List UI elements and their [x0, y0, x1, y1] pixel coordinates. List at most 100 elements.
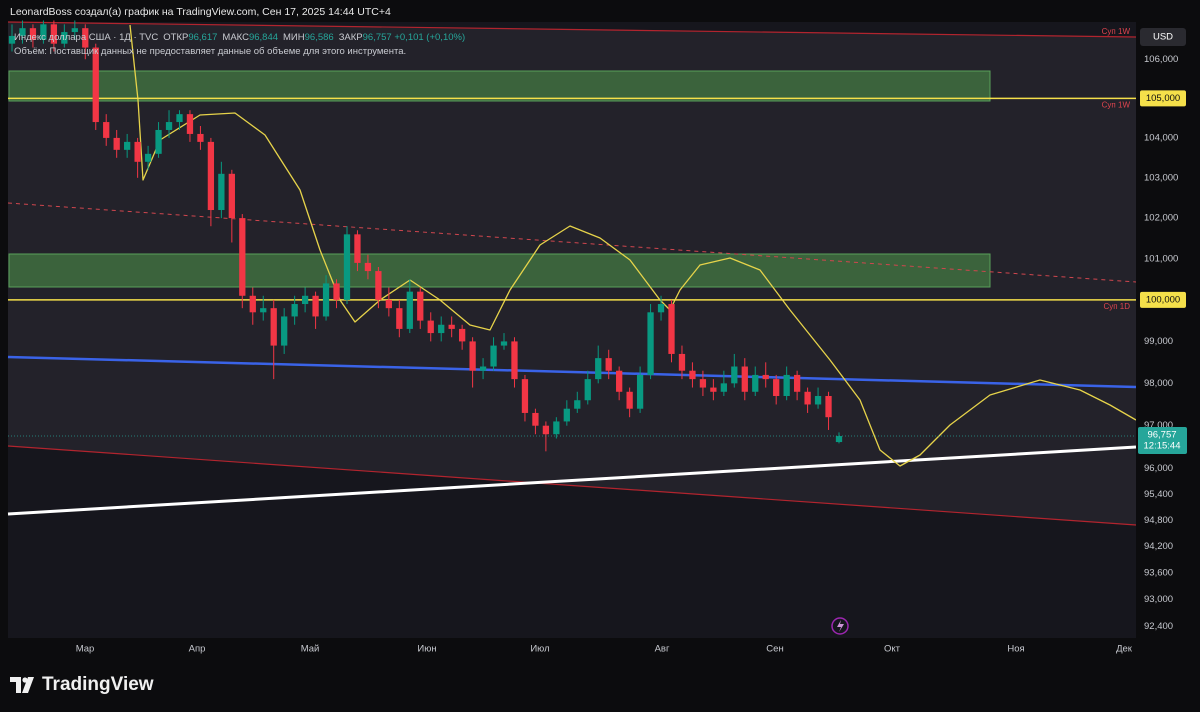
y-tick-label: 103,000 — [1144, 172, 1178, 183]
blue-trend — [7, 355, 1137, 389]
candle-body — [207, 141, 215, 211]
price-tag-countdown: 12:15:44 — [1144, 441, 1181, 452]
candle-body — [605, 358, 612, 371]
field-value: 96,586 — [304, 32, 334, 43]
field-label: ЗАКР — [338, 32, 363, 43]
candle-body — [762, 374, 769, 380]
field-value: 96,757 — [362, 32, 392, 43]
change: +0,101 (+0,10%) — [394, 32, 466, 43]
x-tick-label: Дек — [1116, 644, 1133, 655]
candle-body — [427, 320, 434, 334]
candle-body — [333, 283, 340, 300]
candle-body — [417, 291, 424, 321]
candle-body — [228, 173, 235, 219]
candle-body — [291, 304, 298, 317]
candle-body — [71, 28, 78, 33]
candle-body — [165, 122, 173, 130]
candle-body — [783, 374, 790, 397]
candle-body — [281, 316, 288, 346]
level-name: Суп 1D — [1103, 302, 1130, 311]
candle-body — [218, 173, 225, 211]
level-label: 105,000 — [1146, 93, 1180, 104]
candle-body — [458, 328, 466, 342]
candle-body — [542, 425, 550, 435]
y-tick-label: 95,400 — [1144, 489, 1173, 500]
candle-body — [312, 295, 319, 317]
candle-body — [375, 271, 382, 300]
candle-body — [804, 391, 811, 405]
level-badge — [1140, 90, 1186, 107]
candle-body — [92, 47, 99, 123]
field-value: 96,844 — [248, 32, 279, 43]
price-tag — [1138, 427, 1187, 455]
y-tick-label: 98,000 — [1144, 378, 1173, 389]
logo: TradingView — [10, 674, 154, 696]
candle-body — [249, 295, 256, 313]
candle-body — [752, 374, 759, 392]
candle-body — [636, 374, 644, 409]
channel-bottom — [7, 445, 1137, 526]
field-label: МИН — [283, 32, 305, 43]
candle-body — [19, 28, 26, 36]
y-tick-label: 92,400 — [1144, 621, 1173, 632]
candle-body — [584, 379, 591, 401]
y-tick-label: 94,800 — [1144, 515, 1173, 526]
channel-label: Суп 1W — [1102, 27, 1131, 36]
candle-body — [40, 24, 47, 40]
field-label: МАКС — [222, 32, 249, 43]
y-tick-label: 102,000 — [1144, 213, 1178, 224]
zone — [8, 253, 991, 288]
candle-body — [301, 295, 309, 305]
y-tick-label: 97,000 — [1144, 420, 1173, 431]
fields: ОТКР96,617 МАКС96,844 МИН96,586 ЗАКР96,757 — [158, 32, 391, 43]
event-icon — [831, 617, 849, 635]
field-label: ОТКР — [163, 32, 189, 43]
candle-body — [61, 32, 68, 44]
candle-body — [134, 141, 141, 162]
candle-body — [490, 345, 497, 367]
candle-body — [731, 366, 738, 384]
candle-body — [50, 24, 58, 44]
legend: Индекс доллара США · 1Д · TVC ОТКР96,617 М… — [14, 31, 465, 59]
y-tick-label: 101,000 — [1144, 253, 1178, 264]
y-tick-label: 94,200 — [1144, 541, 1173, 552]
level-label: 100,000 — [1146, 294, 1180, 305]
candle-body — [322, 283, 330, 317]
channel-top — [7, 21, 1137, 38]
caption: LeonardBoss создал(а) график на TradingV… — [10, 6, 391, 18]
candle-body — [574, 400, 581, 409]
candle-body — [176, 114, 183, 123]
candle-body — [616, 370, 623, 392]
candle-body — [469, 341, 476, 371]
candle-body — [699, 379, 707, 388]
candle-body — [406, 291, 413, 329]
candle-body — [448, 324, 455, 329]
candle-body — [773, 379, 780, 397]
x-tick-label: Май — [301, 644, 320, 655]
candle-body — [29, 28, 37, 40]
candle-body — [113, 137, 120, 150]
candle-body — [835, 436, 843, 443]
candle-body — [103, 122, 110, 138]
currency: USD — [1153, 32, 1173, 43]
candle-body — [82, 28, 89, 48]
candle-body — [197, 133, 204, 142]
y-tick-label: 99,000 — [1144, 336, 1173, 347]
candle-body — [647, 312, 654, 375]
candle-body — [720, 383, 727, 392]
level-name: Суп 1W — [1102, 100, 1131, 109]
candle-body — [553, 421, 560, 435]
candle-body — [396, 308, 403, 329]
event-icon — [837, 620, 844, 632]
currency-box — [1140, 28, 1186, 46]
candle-body — [657, 304, 665, 313]
price-axis — [1136, 22, 1200, 660]
candle-body — [678, 353, 686, 371]
instrument: Индекс доллара США · 1Д · TVC — [14, 32, 159, 43]
y-tick-label: 104,000 — [1144, 132, 1178, 143]
x-tick-label: Апр — [189, 644, 206, 655]
y-tick-label: 96,000 — [1144, 463, 1173, 474]
candle-body — [354, 234, 361, 263]
candle-body — [500, 341, 508, 346]
